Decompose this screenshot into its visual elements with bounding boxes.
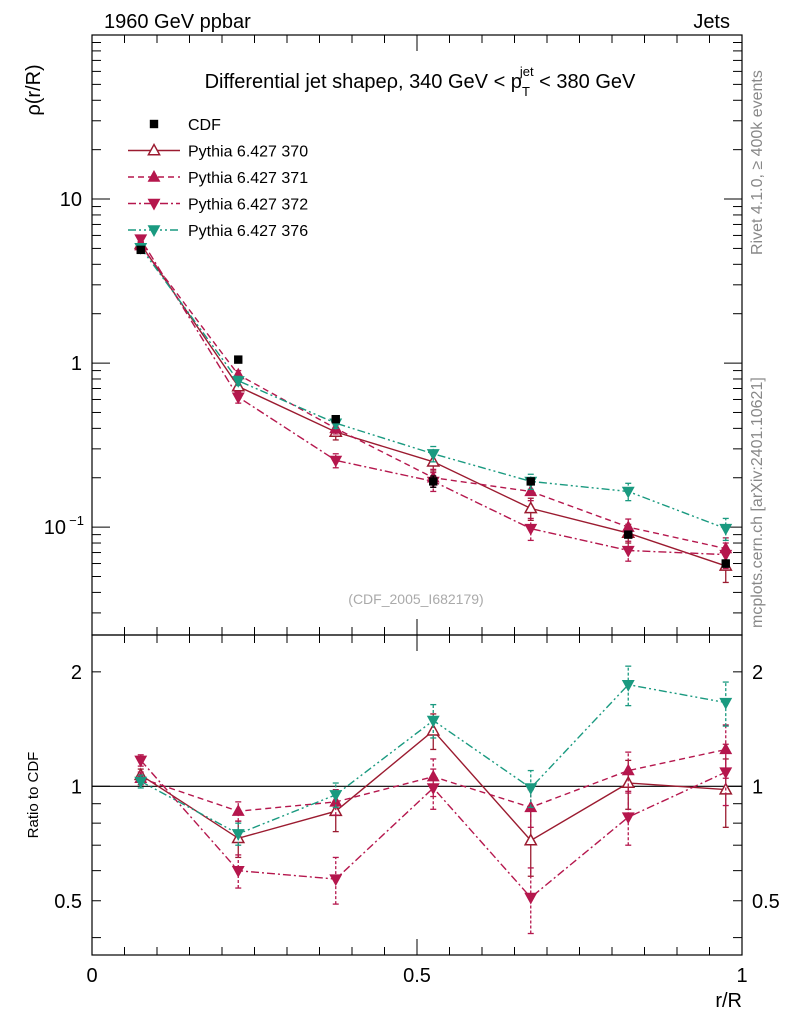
title-sub: T — [522, 84, 530, 99]
data-point — [231, 829, 245, 841]
legend-entry: Pythia 6.427 376 — [128, 223, 308, 240]
data-point — [524, 892, 538, 905]
data-point — [429, 477, 438, 486]
y-tick-label-right: 2 — [752, 662, 763, 684]
legend-entry: Pythia 6.427 372 — [128, 197, 308, 214]
y-tick-label: 2 — [71, 662, 82, 684]
data-point — [136, 245, 145, 255]
y-tick-label: 0.5 — [54, 891, 82, 913]
data-point — [234, 355, 243, 364]
series-line — [140, 245, 726, 550]
series-line — [140, 243, 727, 567]
y-tick-label: 10 — [60, 189, 82, 211]
series-cdf — [136, 245, 730, 568]
data-point — [329, 790, 343, 802]
title-post: < 380 GeV — [534, 71, 636, 93]
rivet-version-label: Rivet 4.1.0, ≥ 400k events — [749, 70, 766, 255]
series-pythia-6-427-376 — [134, 665, 733, 846]
data-point — [329, 874, 343, 887]
data-point — [621, 486, 635, 499]
series-line — [140, 238, 726, 556]
x-tick-label: 0.5 — [403, 965, 431, 987]
data-point — [524, 484, 538, 497]
data-point — [426, 783, 440, 795]
legend-entry: Pythia 6.427 371 — [128, 170, 308, 187]
data-point — [526, 477, 535, 486]
legend-marker — [147, 225, 161, 237]
data-point — [621, 545, 635, 558]
y-tick-label: 1 — [71, 353, 82, 375]
data-point — [621, 763, 635, 776]
top-ylabel: ρ(r/R) — [23, 64, 45, 115]
legend-marker — [147, 198, 161, 211]
legend-label: Pythia 6.427 376 — [188, 223, 308, 240]
series-pythia-6-427-371 — [134, 238, 733, 562]
data-point — [331, 414, 340, 424]
data-point — [329, 455, 343, 468]
y-tick-label-right: 0.5 — [752, 891, 780, 913]
energy-label: 1960 GeV ppbar — [104, 11, 251, 33]
mcplots-source-label: mcplots.cern.ch [arXiv:2401.10621] — [749, 377, 766, 628]
data-point — [621, 812, 635, 825]
data-point — [621, 680, 635, 692]
data-point — [231, 865, 245, 878]
legend-label: Pythia 6.427 371 — [188, 170, 308, 187]
data-point — [231, 376, 245, 388]
top-series-group — [133, 234, 733, 584]
legend-entry: Pythia 6.427 370 — [128, 142, 308, 161]
data-point — [719, 697, 733, 710]
title-pre: Differential jet shapeρ, 340 GeV < p — [205, 71, 522, 93]
x-tick-label: 0 — [86, 965, 97, 987]
legend: CDF Pythia 6.427 370 Pythia 6.427 371 Pythi… — [128, 117, 308, 240]
data-point — [719, 767, 733, 780]
series-pythia-6-427-372 — [134, 234, 733, 570]
legend-label: CDF — [188, 117, 221, 134]
series-pythia-6-427-372 — [134, 743, 733, 935]
data-point — [719, 549, 733, 562]
data-point — [426, 769, 440, 782]
data-point — [134, 234, 148, 247]
legend-label: Pythia 6.427 370 — [188, 144, 308, 161]
y-tick-label-right: 1 — [752, 776, 763, 798]
data-point — [719, 523, 733, 536]
y-tick-label: 1 — [71, 776, 82, 798]
data-point — [624, 530, 633, 539]
data-point — [231, 392, 245, 405]
data-point — [426, 723, 441, 736]
analysis-watermark: (CDF_2005_I682179) — [348, 591, 483, 607]
data-point — [134, 776, 148, 789]
y-tick-label: 10 — [44, 517, 66, 539]
data-point — [134, 755, 148, 768]
data-point — [621, 775, 636, 788]
data-point — [426, 449, 440, 461]
legend-label: Pythia 6.427 372 — [188, 197, 308, 214]
data-point — [523, 500, 538, 514]
legend-marker — [147, 170, 161, 182]
series-pythia-6-427-370 — [133, 236, 733, 584]
chart-title: Differential jet shapeρ, 340 GeV < pTjet… — [205, 64, 636, 99]
xlabel: r/R — [715, 990, 742, 1012]
bottom-ylabel: Ratio to CDF — [25, 752, 42, 839]
jets-label: Jets — [693, 11, 730, 33]
bottom-axis-ticks: 0 0.5 1 2 2 1 1 0.5 0.5 — [54, 635, 780, 987]
series-pythia-6-427-376 — [134, 243, 733, 542]
y-tick-label-sup: −1 — [69, 513, 84, 528]
bottom-series-group — [133, 665, 733, 935]
data-point — [426, 715, 440, 728]
data-point — [231, 804, 245, 816]
title-sup: jet — [519, 64, 534, 79]
data-point — [524, 783, 538, 795]
legend-marker — [147, 142, 161, 156]
x-tick-label: 1 — [736, 965, 747, 987]
legend-entry: CDF — [149, 117, 221, 134]
legend-marker — [149, 119, 159, 129]
data-point — [524, 523, 538, 536]
data-point — [523, 833, 538, 846]
data-point — [721, 559, 730, 568]
